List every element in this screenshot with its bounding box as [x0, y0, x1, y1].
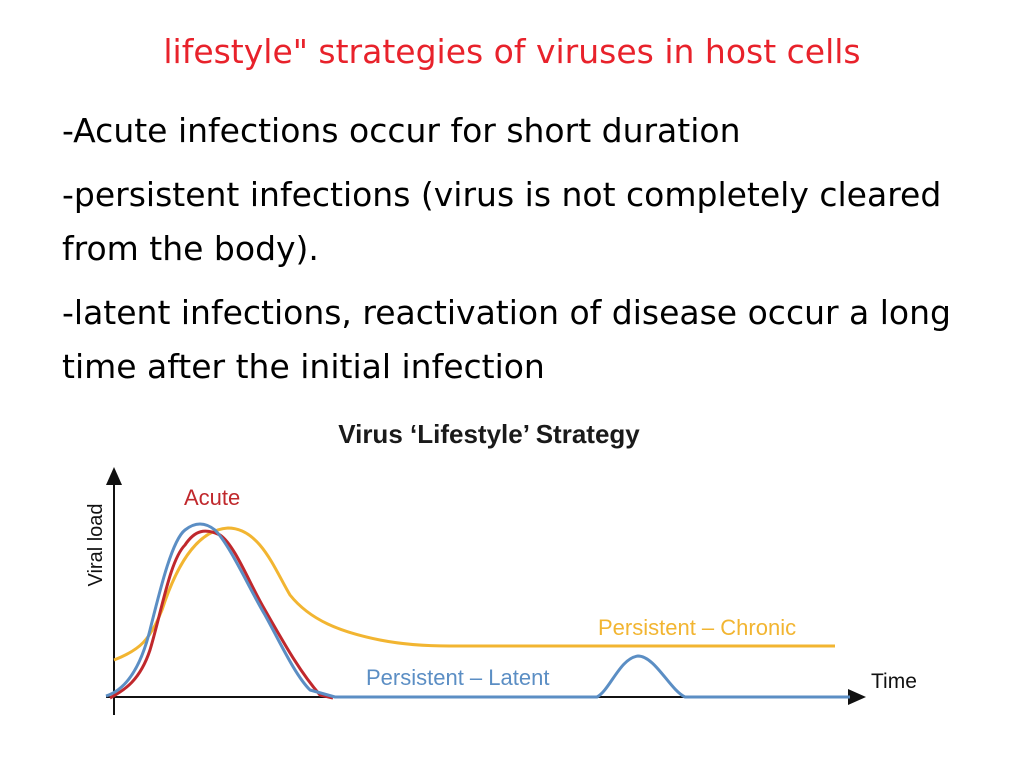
- bullet-acute: -Acute infections occur for short durati…: [62, 111, 741, 150]
- bullet-latent: -latent infections, reactivation of dise…: [62, 293, 951, 386]
- acute-label: Acute: [184, 485, 240, 510]
- chronic-curve: [113, 526, 835, 662]
- bullet-persistent: -persistent infections (virus is not com…: [62, 175, 942, 268]
- lifestyle-diagram: Viral load Time Acute Persistent – Chron…: [85, 467, 917, 715]
- latent-curve: [105, 522, 850, 699]
- chronic-label: Persistent – Chronic: [598, 615, 796, 640]
- diagram-title: Virus ‘Lifestyle’ Strategy: [338, 419, 640, 449]
- x-axis-label: Time: [871, 670, 917, 693]
- y-axis-label: Viral load: [85, 503, 107, 586]
- acute-curve: [109, 529, 334, 700]
- bullet-list: -Acute infections occur for short durati…: [62, 104, 992, 404]
- latent-label: Persistent – Latent: [366, 665, 549, 690]
- slide-title: lifestyle" strategies of viruses in host…: [163, 32, 861, 71]
